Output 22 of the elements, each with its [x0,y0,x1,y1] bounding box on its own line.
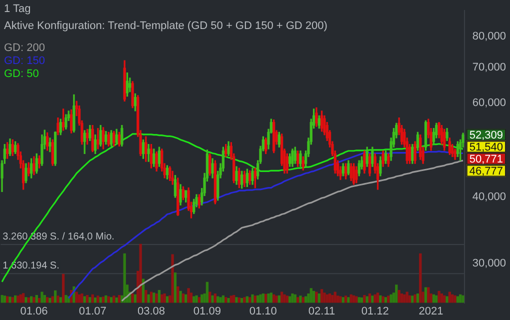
x-tick-label: 03.08 [137,305,165,318]
text: 50,771 [469,153,504,166]
x-tick-label: 02.11 [308,305,336,318]
x-tick-label: 01.09 [193,305,221,318]
y-tick-label: 40,000 [472,190,506,203]
y-tick-label: 80,000 [472,30,506,43]
text: GD: 200 [4,42,45,54]
x-tick-label: 01.07 [78,305,106,318]
chart-title: 1 Tag [4,3,31,16]
annotation: 52,309 [469,129,504,142]
x-tick-label: 01.12 [361,305,389,318]
x-tick-label: 01.10 [249,305,277,318]
x-tick-label: 2021 [418,305,444,318]
y-tick-label: 30,000 [472,257,506,270]
text: Aktive Konfiguration: Trend-Template (GD 50 + GD 150 + GD 200) [4,20,328,32]
y-tick-label: 70,000 [472,61,506,74]
annotation: 46,777 [469,165,504,178]
x-tick-label: 01.06 [20,305,48,318]
y-tick-label: 60,000 [472,97,506,110]
text: GD: 150 [4,55,45,68]
text: GD: 50 [4,68,39,80]
text: 51,540 [469,141,504,154]
